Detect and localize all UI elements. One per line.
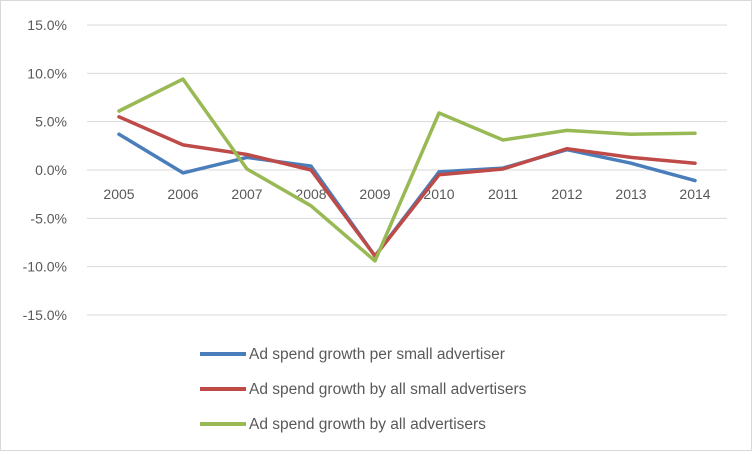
data-point (693, 161, 697, 165)
y-tick-label: 10.0% (27, 65, 67, 81)
data-point (245, 153, 249, 157)
data-point (309, 204, 313, 208)
gridlines (87, 24, 727, 316)
data-point (501, 167, 505, 171)
data-point (629, 155, 633, 159)
x-tick-label: 2011 (488, 186, 518, 202)
data-point (437, 173, 441, 177)
legend: Ad spend growth per small advertiser Ad s… (200, 346, 527, 433)
series-line-3 (117, 77, 697, 263)
x-tick-label: 2008 (295, 186, 326, 202)
data-point (629, 161, 633, 165)
x-tick-label: 2014 (679, 186, 710, 202)
legend-label-1: Ad spend growth per small advertiser (249, 346, 505, 363)
data-point (245, 167, 249, 171)
data-point (117, 109, 121, 113)
data-point (693, 131, 697, 135)
y-tick-label: -15.0% (23, 307, 67, 323)
data-point (309, 168, 313, 172)
series-line-1 (117, 132, 697, 258)
legend-label-2: Ad spend growth by all small advertisers (249, 381, 527, 398)
x-tick-label: 2012 (551, 186, 582, 202)
y-tick-label: -5.0% (30, 210, 67, 226)
legend-label-3: Ad spend growth by all advertisers (249, 416, 486, 433)
data-point (181, 171, 185, 175)
data-point (373, 259, 377, 263)
y-tick-label: 5.0% (35, 114, 67, 130)
series-lines (117, 77, 697, 263)
data-point (437, 111, 441, 115)
x-tick-label: 2013 (615, 186, 646, 202)
y-tick-label: -10.0% (23, 259, 67, 275)
series-line-2 (117, 115, 697, 258)
data-point (181, 77, 185, 81)
data-point (629, 132, 633, 136)
x-tick-label: 2006 (167, 186, 198, 202)
data-point (245, 155, 249, 159)
y-tick-label: 0.0% (35, 162, 67, 178)
y-tick-label: 15.0% (27, 17, 67, 33)
x-tick-label: 2007 (231, 186, 262, 202)
x-tick-label: 2009 (359, 186, 390, 202)
x-tick-label: 2010 (423, 186, 454, 202)
data-point (309, 164, 313, 168)
data-point (565, 147, 569, 151)
data-point (181, 143, 185, 147)
x-tick-label: 2005 (103, 186, 134, 202)
data-point (117, 115, 121, 119)
y-axis-tick-labels: 15.0% 10.0% 5.0% 0.0% -5.0% -10.0% -15.0% (23, 17, 67, 323)
data-point (117, 132, 121, 136)
data-point (693, 179, 697, 183)
data-point (437, 170, 441, 174)
data-point (501, 138, 505, 142)
x-axis-tick-labels: 2005 2006 2007 2008 2009 2010 2011 2012 2013 2014 (103, 186, 710, 202)
data-point (565, 128, 569, 132)
